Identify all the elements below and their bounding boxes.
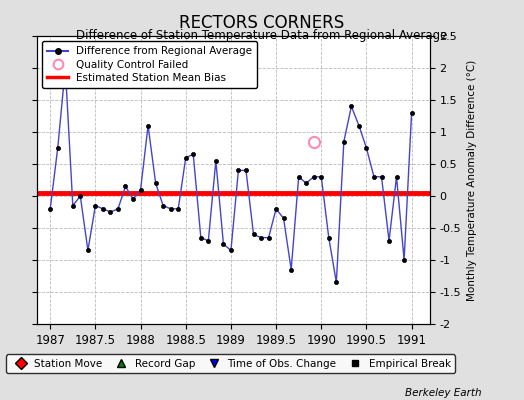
Y-axis label: Monthly Temperature Anomaly Difference (°C): Monthly Temperature Anomaly Difference (…: [466, 59, 477, 301]
Legend: Difference from Regional Average, Quality Control Failed, Estimated Station Mean: Difference from Regional Average, Qualit…: [42, 41, 257, 88]
Text: Difference of Station Temperature Data from Regional Average: Difference of Station Temperature Data f…: [77, 29, 447, 42]
Text: Berkeley Earth: Berkeley Earth: [406, 388, 482, 398]
Text: RECTORS CORNERS: RECTORS CORNERS: [179, 14, 345, 32]
Legend: Station Move, Record Gap, Time of Obs. Change, Empirical Break: Station Move, Record Gap, Time of Obs. C…: [6, 354, 455, 373]
